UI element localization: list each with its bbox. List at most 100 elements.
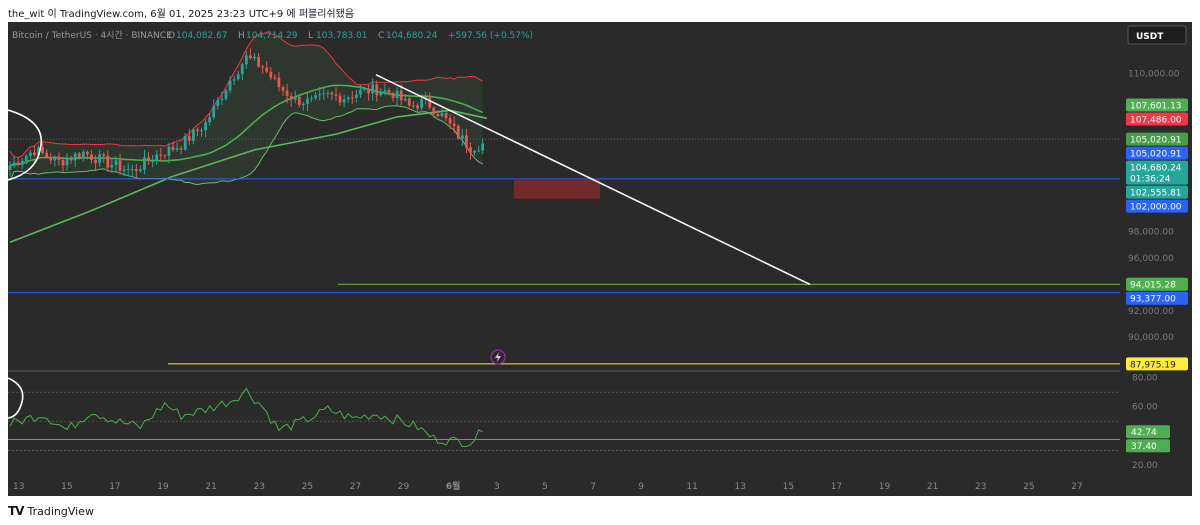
candle-body — [436, 114, 440, 117]
rsi-tick-label: 80.00 — [1132, 374, 1158, 384]
candle-body — [45, 152, 49, 157]
time-tick-label: 27 — [1071, 482, 1082, 492]
sma-line-fast — [9, 84, 484, 167]
candle-body — [249, 55, 252, 59]
time-tick-label: 25 — [302, 482, 313, 492]
candle-body — [395, 90, 399, 99]
legend-key-c: C — [378, 31, 384, 41]
candle-body — [8, 165, 12, 170]
price-tag-label: 104,680.24 — [1130, 164, 1182, 174]
candle-body — [269, 71, 273, 78]
candle-body — [359, 89, 362, 95]
price-tick-label: 92,000.00 — [1128, 307, 1174, 317]
legend-symbol: Bitcoin / TetherUS · 4시간 · BINANCE — [12, 30, 172, 41]
candle-body — [232, 79, 236, 81]
price-tag — [1126, 277, 1188, 291]
candle-body — [81, 151, 85, 159]
price-tag-label: 107,601.13 — [1130, 102, 1182, 112]
candle-body — [387, 90, 391, 93]
time-tick-label: 13 — [735, 482, 746, 492]
candle-body — [285, 90, 289, 97]
time-tick-label: 25 — [1023, 482, 1034, 492]
candle-body — [440, 113, 444, 117]
time-tick-label: 9 — [638, 482, 644, 492]
price-tag — [1126, 112, 1188, 126]
candle-body — [448, 118, 452, 124]
time-tick-label: 5 — [542, 482, 548, 492]
candle-body — [183, 136, 187, 150]
candle-body — [28, 152, 32, 156]
price-tag — [1126, 132, 1188, 146]
candle-body — [330, 92, 334, 95]
candle-body — [41, 147, 44, 153]
candle-body — [163, 155, 167, 157]
candle-body — [130, 168, 134, 170]
candle-body — [37, 147, 40, 155]
time-tick-label: 6월 — [446, 480, 461, 492]
candle-body — [403, 98, 407, 101]
candle-body — [171, 146, 175, 150]
circle-drawing-rsi — [8, 377, 24, 419]
candle-body — [265, 67, 269, 72]
rsi-line — [9, 387, 483, 448]
candle-body — [159, 154, 163, 156]
candle-body — [424, 96, 428, 99]
candle-body — [90, 154, 93, 160]
candle-body — [175, 148, 179, 150]
legend-value-o: 104,082.67 — [176, 31, 228, 41]
candle-body — [391, 92, 395, 99]
candle-body — [65, 158, 69, 166]
price-tag-label: 102,000.00 — [1130, 203, 1182, 213]
price-tick-label: 90,000.00 — [1128, 333, 1174, 343]
rsi-tick-label: 60.00 — [1132, 403, 1158, 413]
candle-body — [143, 157, 146, 170]
candle-body — [126, 169, 130, 171]
candle-body — [86, 151, 89, 155]
trendline — [375, 74, 811, 286]
candle-body — [147, 157, 150, 162]
time-tick-label: 21 — [205, 482, 216, 492]
legend-value-h: 104,714.29 — [246, 31, 298, 41]
legend-change: +597.56 (+0.57%) — [448, 31, 533, 41]
candle-body — [477, 150, 481, 152]
candle-body — [469, 147, 472, 153]
chart-area[interactable]: Bitcoin / TetherUS · 4시간 · BINANCE O 104,0… — [8, 22, 1192, 496]
candle-body — [379, 91, 383, 96]
candle-body — [293, 96, 297, 100]
rsi-tag — [1126, 439, 1170, 453]
legend-value-l: 103,783.01 — [316, 31, 368, 41]
price-tag — [1126, 98, 1188, 112]
candle-body — [196, 129, 199, 131]
time-tick-label: 11 — [686, 482, 697, 492]
time-tick-label: 19 — [879, 482, 891, 492]
price-tag-label: 105,020.91 — [1130, 136, 1182, 146]
candle-body — [204, 122, 207, 131]
tradingview-logo-icon: TV — [8, 504, 25, 518]
candle-body — [236, 74, 240, 80]
candle-body — [310, 98, 313, 100]
candle-body — [220, 98, 224, 100]
candle-body — [240, 64, 244, 75]
currency-label: USDT — [1136, 32, 1164, 42]
rsi-tick-label: 20.00 — [1132, 461, 1158, 471]
rsi-tag — [1126, 425, 1170, 439]
price-tag — [1126, 185, 1188, 199]
candle-body — [187, 136, 191, 141]
candle-body — [281, 87, 285, 91]
candle-body — [334, 94, 338, 96]
time-tick-label: 15 — [61, 482, 72, 492]
candle-body — [61, 159, 65, 166]
candle-body — [57, 156, 61, 160]
price-tick-label: 96,000.00 — [1128, 254, 1174, 264]
candle-body — [212, 105, 216, 118]
publish-info: the_wit 이 TradingView.com, 6월 01, 2025 2… — [8, 9, 355, 20]
candle-body — [432, 107, 436, 115]
footer: TV TradingView — [8, 504, 94, 518]
price-tag-label: 105,020.91 — [1130, 150, 1182, 160]
candle-body — [106, 155, 110, 168]
candle-body — [326, 92, 330, 94]
time-tick-label: 23 — [254, 482, 265, 492]
candle-body — [465, 135, 468, 148]
candle-body — [69, 158, 73, 161]
